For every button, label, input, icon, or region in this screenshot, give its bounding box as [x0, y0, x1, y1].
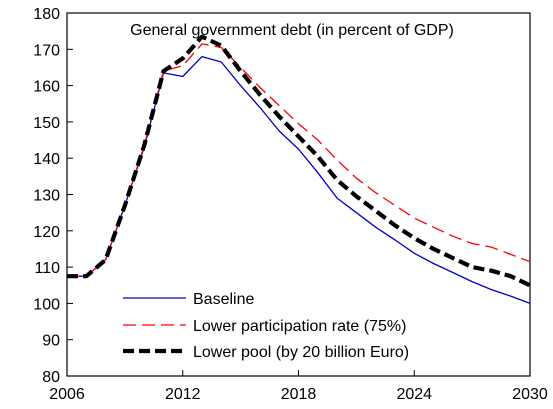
- x-tick-label: 2018: [281, 386, 317, 403]
- y-tick-label: 110: [34, 260, 60, 277]
- chart-title: General government debt (in percent of G…: [130, 22, 454, 39]
- legend: Baseline Lower participation rate (75%) Lo…: [123, 291, 409, 361]
- y-tick-label: 90: [42, 333, 60, 350]
- x-tick-label: 2030: [512, 386, 548, 403]
- y-tick-label: 120: [33, 224, 60, 241]
- legend-label-1: Lower participation rate (75%): [193, 318, 406, 335]
- legend-label-0: Baseline: [193, 291, 254, 308]
- x-tick-label: 2012: [165, 386, 201, 403]
- legend-label-2: Lower pool (by 20 billion Euro): [193, 344, 409, 361]
- x-axis: 2006 2012 2018 2024 2030: [49, 370, 548, 403]
- series-lines: [67, 34, 531, 305]
- y-tick-label: 100: [33, 296, 60, 313]
- y-tick-label: 80: [42, 369, 60, 386]
- x-tick-label: 2006: [49, 386, 85, 403]
- series-line-1: [67, 43, 531, 277]
- y-tick-label: 160: [33, 79, 60, 96]
- series-line-0: [67, 55, 531, 305]
- y-tick-label: 140: [33, 151, 60, 168]
- y-tick-label: 180: [33, 6, 60, 23]
- y-tick-label: 150: [33, 115, 60, 132]
- y-tick-label: 130: [33, 188, 60, 205]
- x-tick-label: 2024: [396, 386, 432, 403]
- series-line-2: [67, 34, 531, 288]
- y-axis: 80 90 100 110 120 130 140 150 160 170 180: [33, 6, 73, 386]
- y-tick-label: 170: [33, 42, 60, 59]
